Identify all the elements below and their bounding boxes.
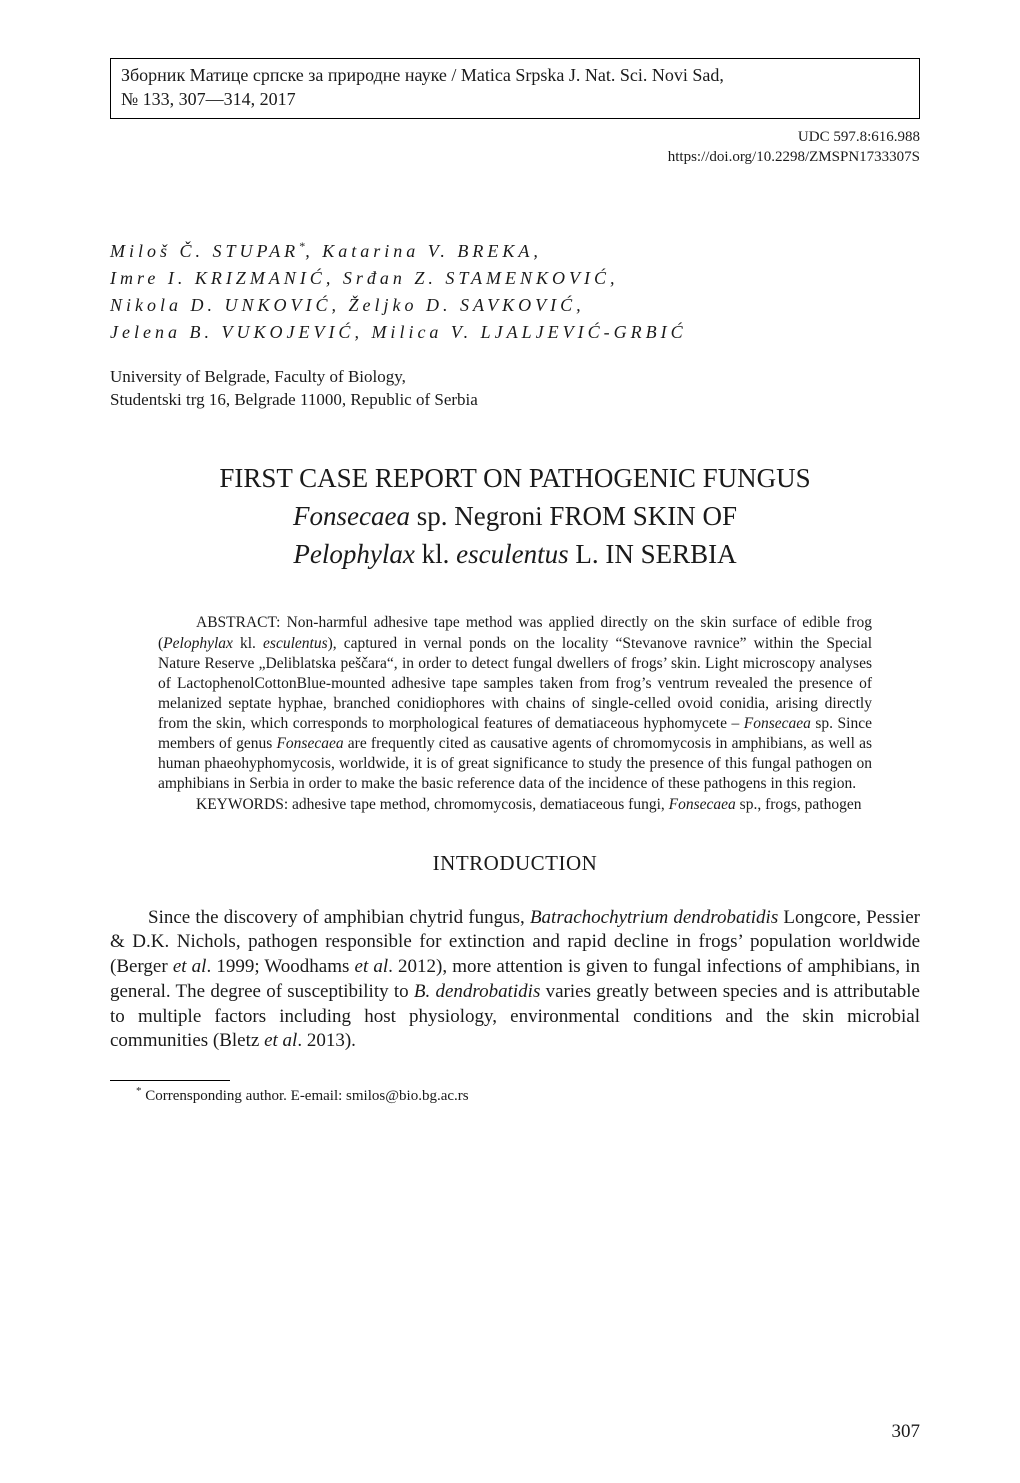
doi-link[interactable]: https://doi.org/10.2298/ZMSPN1733307S — [110, 147, 920, 167]
body-paragraph-1: Since the discovery of amphibian chytrid… — [110, 906, 920, 1054]
abstract-para-2: KEYWORDS: adhesive tape method, chromomy… — [158, 795, 872, 815]
authors-list: Miloš Č. STUPAR*, Katarina V. BREKA,Imre… — [110, 237, 920, 346]
affiliation-line1: University of Belgrade, Faculty of Biolo… — [110, 366, 920, 389]
article-title: FIRST CASE REPORT ON PATHOGENIC FUNGUSFo… — [110, 460, 920, 573]
abstract-block: ABSTRACT: Non-harmful adhesive tape meth… — [158, 613, 872, 814]
journal-header-box: Зборник Матице српске за природне науке … — [110, 58, 920, 119]
journal-header-line2: № 133, 307—314, 2017 — [121, 87, 909, 111]
corresponding-author-footnote: * Corrensponding author. E-email: smilos… — [146, 1085, 920, 1105]
udc-block: UDC 597.8:616.988 https://doi.org/10.229… — [110, 127, 920, 168]
udc-code: UDC 597.8:616.988 — [110, 127, 920, 147]
affiliation-block: University of Belgrade, Faculty of Biolo… — [110, 366, 920, 412]
abstract-para-1: ABSTRACT: Non-harmful adhesive tape meth… — [158, 613, 872, 794]
affiliation-line2: Studentski trg 16, Belgrade 11000, Repub… — [110, 389, 920, 412]
journal-header-line1: Зборник Матице српске за природне науке … — [121, 63, 909, 87]
page-number: 307 — [892, 1421, 921, 1443]
footnote-rule — [110, 1080, 230, 1081]
section-heading-introduction: INTRODUCTION — [110, 851, 920, 876]
